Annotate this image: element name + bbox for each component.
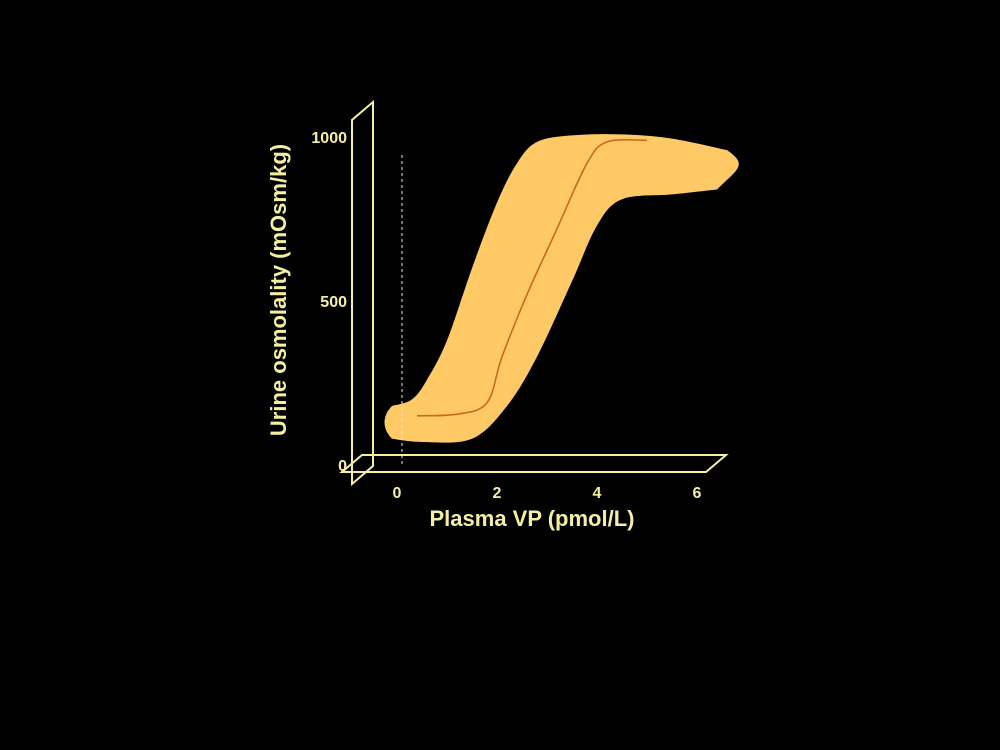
x-tick-labels: 0 2 4 6: [393, 485, 702, 502]
x-tick-label-3: 6: [693, 485, 702, 502]
x-tick-label-0: 0: [393, 485, 402, 502]
plot-marks: [384, 134, 739, 466]
y-tick-labels: 0 500 1000: [311, 130, 347, 475]
x-tick-label-1: 2: [493, 485, 502, 502]
x-axis-title: Plasma VP (pmol/L): [430, 506, 635, 531]
y-tick-label-2: 1000: [311, 130, 347, 147]
x-axis-floor: [339, 454, 729, 473]
variability-band: [384, 134, 739, 443]
axes-frame: [339, 99, 729, 487]
y-axis-title: Urine osmolality (mOsm/kg): [266, 144, 291, 436]
y-tick-label-1: 500: [320, 294, 347, 311]
x-tick-label-2: 4: [593, 485, 602, 502]
y-tick-label-0: 0: [338, 458, 347, 475]
series-line-0: [416, 138, 648, 417]
